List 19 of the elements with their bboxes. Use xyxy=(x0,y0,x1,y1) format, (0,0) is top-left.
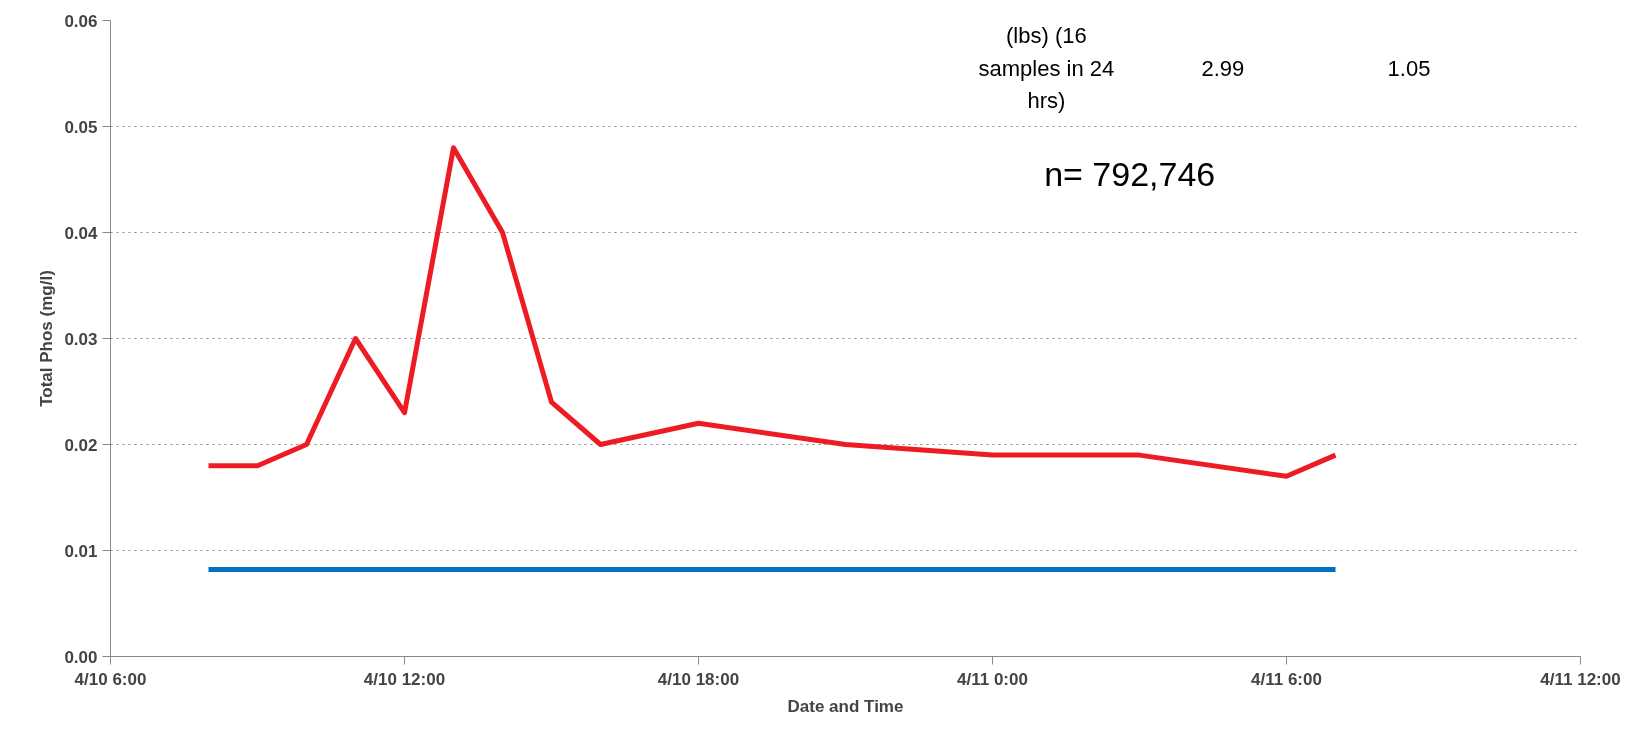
y-tick-label: 0.02 xyxy=(64,435,98,455)
y-tick-label: 0.06 xyxy=(64,11,98,31)
x-tick-label: 4/11 6:00 xyxy=(1251,669,1322,689)
x-tick-label: 4/10 12:00 xyxy=(363,669,446,689)
annotation: 2.99 xyxy=(1201,55,1245,81)
annotation: 1.05 xyxy=(1387,55,1431,81)
x-tick-label: 4/11 12:00 xyxy=(1540,669,1621,689)
x-axis-title: Date and Time xyxy=(787,696,904,716)
y-tick-label: 0.00 xyxy=(64,647,98,667)
y-axis-title: Total Phos (mg/l) xyxy=(37,270,57,407)
y-tick-label: 0.03 xyxy=(64,329,98,349)
x-tick-label: 4/10 6:00 xyxy=(74,669,147,689)
y-tick-label: 0.04 xyxy=(64,223,99,243)
x-tick-label: 4/10 18:00 xyxy=(657,669,740,689)
y-tick-label: 0.05 xyxy=(64,117,98,137)
annotation: n= 792,746 xyxy=(1044,155,1216,194)
annotation: (lbs) (16 samples in 24 hrs) xyxy=(978,23,1115,114)
y-tick-label: 0.01 xyxy=(64,541,98,561)
x-tick-label: 4/11 0:00 xyxy=(957,669,1028,689)
